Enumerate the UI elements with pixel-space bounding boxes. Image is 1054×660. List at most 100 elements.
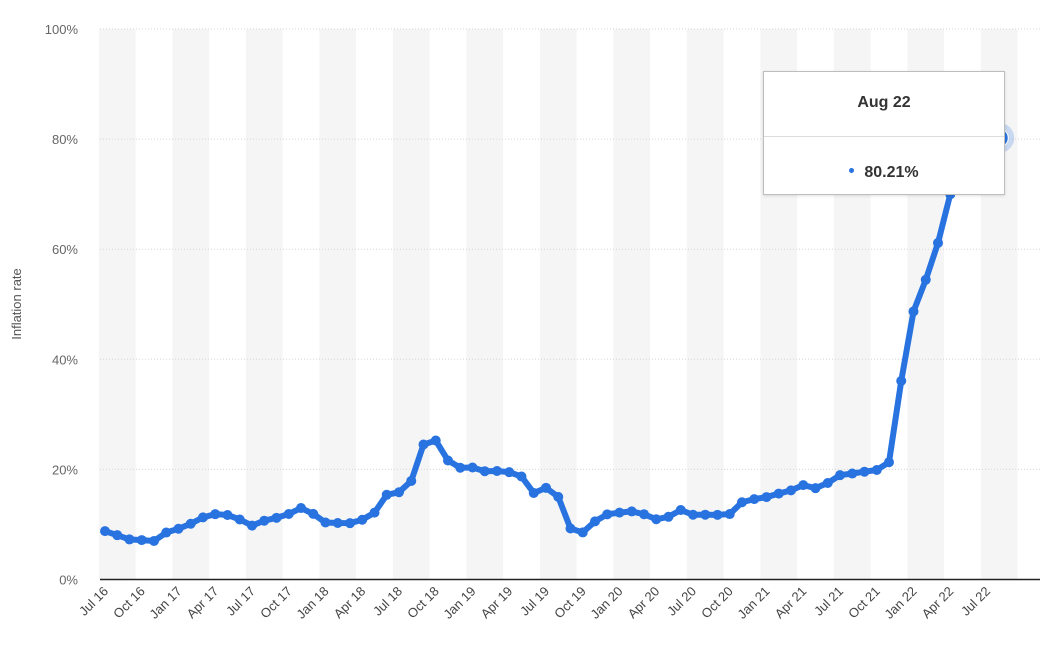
data-point[interactable] xyxy=(222,509,233,520)
data-point[interactable] xyxy=(283,508,294,519)
data-point[interactable] xyxy=(614,507,625,518)
data-point[interactable] xyxy=(443,455,453,466)
data-point[interactable] xyxy=(822,477,833,488)
data-point[interactable] xyxy=(369,507,380,518)
data-point[interactable] xyxy=(381,489,392,500)
data-point[interactable] xyxy=(210,509,221,520)
data-point[interactable] xyxy=(908,306,919,317)
data-point[interactable] xyxy=(712,509,723,520)
data-point[interactable] xyxy=(234,514,245,525)
x-tick-label: Jan 18 xyxy=(293,584,331,622)
grid-band xyxy=(686,29,724,580)
data-point[interactable] xyxy=(112,530,123,541)
data-point[interactable] xyxy=(553,491,564,502)
data-point[interactable] xyxy=(492,465,502,476)
tooltip: Aug 22 80.21% xyxy=(763,71,1005,195)
data-point[interactable] xyxy=(749,494,760,505)
data-point[interactable] xyxy=(675,505,686,516)
data-point[interactable] xyxy=(357,514,368,525)
data-point[interactable] xyxy=(516,471,527,482)
data-point[interactable] xyxy=(847,468,858,479)
data-point[interactable] xyxy=(455,462,466,473)
x-tick-label: Jul 17 xyxy=(223,584,258,619)
x-tick-label: Oct 19 xyxy=(551,584,589,622)
data-point[interactable] xyxy=(773,488,784,499)
data-point[interactable] xyxy=(332,518,343,529)
data-point[interactable] xyxy=(798,480,809,491)
data-point[interactable] xyxy=(688,509,698,520)
data-point[interactable] xyxy=(100,526,110,537)
data-point[interactable] xyxy=(920,274,931,285)
data-point[interactable] xyxy=(565,523,576,534)
tooltip-value-row: 80.21% xyxy=(764,164,1004,182)
data-point[interactable] xyxy=(871,465,882,476)
data-point[interactable] xyxy=(590,516,600,527)
data-point[interactable] xyxy=(345,518,355,529)
x-tick-label: Apr 22 xyxy=(919,584,957,622)
data-point[interactable] xyxy=(724,509,735,520)
x-tick-label: Oct 21 xyxy=(845,584,883,622)
data-point[interactable] xyxy=(700,509,711,520)
data-point[interactable] xyxy=(406,475,417,486)
x-tick-label: Apr 17 xyxy=(184,584,222,622)
x-tick-label: Jul 20 xyxy=(664,584,699,619)
data-point[interactable] xyxy=(859,466,870,477)
x-tick-label: Oct 17 xyxy=(257,584,295,622)
tooltip-value: 80.21% xyxy=(864,164,919,181)
grid-band xyxy=(172,29,210,580)
grid-band xyxy=(466,29,504,580)
data-point[interactable] xyxy=(394,487,404,498)
data-point[interactable] xyxy=(185,518,196,529)
data-point[interactable] xyxy=(896,375,907,386)
y-axis-ticks: 0% 20% 40% 60% 80% 100% xyxy=(45,22,79,588)
data-point[interactable] xyxy=(835,470,845,481)
data-point[interactable] xyxy=(651,514,662,525)
y-tick-label: 80% xyxy=(52,132,78,147)
data-point[interactable] xyxy=(271,512,282,523)
data-point[interactable] xyxy=(810,483,821,494)
data-point[interactable] xyxy=(124,534,135,545)
data-point[interactable] xyxy=(296,503,306,514)
x-tick-label: Jul 16 xyxy=(76,584,111,619)
data-point[interactable] xyxy=(933,237,943,248)
x-tick-label: Apr 21 xyxy=(772,584,810,622)
x-tick-label: Apr 19 xyxy=(478,584,516,622)
data-point[interactable] xyxy=(136,535,147,546)
data-point[interactable] xyxy=(198,512,208,523)
data-point[interactable] xyxy=(663,511,674,522)
data-point[interactable] xyxy=(161,527,172,538)
data-point[interactable] xyxy=(259,515,270,526)
data-point[interactable] xyxy=(479,466,490,477)
grid-band xyxy=(245,29,283,580)
data-point[interactable] xyxy=(884,457,894,468)
y-tick-label: 40% xyxy=(52,352,78,367)
data-point[interactable] xyxy=(149,535,159,546)
background-bands xyxy=(98,29,1018,580)
data-point[interactable] xyxy=(320,517,331,528)
data-point[interactable] xyxy=(504,467,515,478)
x-tick-label: Jul 19 xyxy=(517,584,552,619)
x-tick-label: Apr 18 xyxy=(331,584,369,622)
data-point[interactable] xyxy=(430,435,441,446)
data-point[interactable] xyxy=(737,497,747,508)
x-tick-label: Jul 22 xyxy=(958,584,993,619)
data-point[interactable] xyxy=(308,508,319,519)
data-point[interactable] xyxy=(173,523,184,534)
data-point[interactable] xyxy=(577,527,588,538)
data-point[interactable] xyxy=(247,520,257,531)
x-tick-label: Oct 18 xyxy=(404,584,442,622)
data-point[interactable] xyxy=(467,462,478,473)
data-point[interactable] xyxy=(418,439,429,450)
x-tick-label: Jan 17 xyxy=(146,584,184,622)
data-point[interactable] xyxy=(786,485,796,496)
data-point[interactable] xyxy=(761,492,772,503)
tooltip-divider xyxy=(764,136,1004,137)
grid-band xyxy=(613,29,651,580)
data-point[interactable] xyxy=(602,509,613,520)
data-point[interactable] xyxy=(626,506,637,517)
data-point[interactable] xyxy=(528,487,539,498)
data-point[interactable] xyxy=(541,482,551,493)
x-tick-label: Oct 20 xyxy=(698,584,736,622)
data-point[interactable] xyxy=(639,509,649,520)
